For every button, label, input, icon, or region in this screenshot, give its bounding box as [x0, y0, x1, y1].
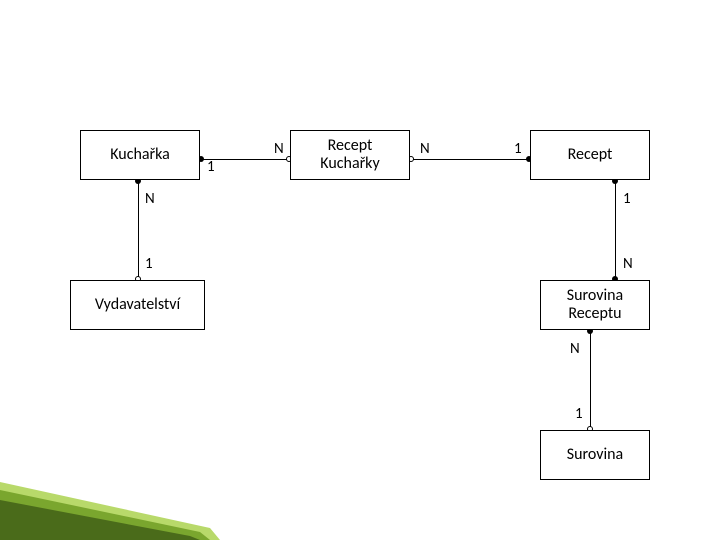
node-recept: Recept	[530, 130, 650, 180]
node-label: Kuchařka	[110, 146, 170, 164]
node-recept-kucharky: ReceptKuchařky	[290, 130, 410, 180]
edge-sr-surovina	[590, 330, 591, 430]
edge-kucharka-vydav	[138, 180, 139, 280]
cardinality-label: 1	[145, 255, 153, 273]
node-kucharka: Kuchařka	[80, 130, 200, 180]
cardinality-label: N	[274, 140, 284, 158]
node-label: Recept	[568, 146, 613, 164]
node-label: Vydavatelství	[95, 296, 180, 314]
accent-graphic	[0, 470, 220, 540]
node-label: SurovinaReceptu	[567, 287, 623, 324]
edge-rk-recept	[410, 159, 530, 160]
cardinality-label: 1	[207, 158, 215, 176]
cardinality-label: N	[570, 340, 580, 358]
node-vydavatelstvi: Vydavatelství	[70, 280, 205, 330]
cardinality-label: N	[145, 190, 155, 208]
node-label: Surovina	[567, 446, 623, 464]
cardinality-label: 1	[575, 405, 583, 423]
node-surovina-receptu: SurovinaReceptu	[540, 280, 650, 330]
cardinality-label: 1	[623, 190, 631, 208]
node-label: ReceptKuchařky	[320, 137, 379, 174]
node-surovina: Surovina	[540, 430, 650, 480]
cardinality-label: 1	[514, 140, 522, 158]
cardinality-label: N	[623, 255, 633, 273]
edge-recept-sr	[615, 180, 616, 280]
cardinality-label: N	[420, 140, 430, 158]
